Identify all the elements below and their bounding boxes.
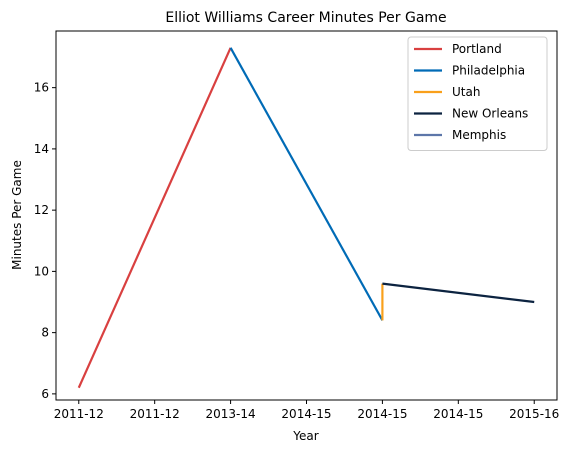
legend-label-utah: Utah [452,85,480,99]
x-tick-label: 2014-15 [357,407,407,421]
y-tick-label: 6 [41,387,49,401]
plot-frame [55,30,558,401]
series-line-portland [77,47,232,389]
y-axis-label: Minutes Per Game [10,160,24,270]
y-tick-label: 12 [34,203,49,217]
y-tick-label: 10 [34,264,49,278]
series-line-new-orleans [382,282,535,304]
x-tick-label: 2015-16 [509,407,559,421]
legend-label-portland: Portland [452,42,502,56]
legend-box [407,36,548,151]
legend-label-philadelphia: Philadelphia [452,64,525,78]
x-tick-label: 2011-12 [54,407,104,421]
x-tick-label: 2014-15 [433,407,483,421]
y-tick-label: 14 [34,142,49,156]
legend-label-memphis: Memphis [452,128,506,142]
axes: 2011-12 2011-12 2013-14 2014-15 2014-15 2014-… [34,81,560,421]
legend: Portland Philadelphia Utah New Orleans Memph… [407,36,548,151]
chart-title: Elliot Williams Career Minutes Per Game [165,10,446,26]
series-line-philadelphia [229,47,384,321]
x-tick-label: 2013-14 [206,407,256,421]
x-tick-label: 2014-15 [281,407,331,421]
y-tick-label: 8 [41,326,49,340]
x-axis-label: Year [292,429,318,443]
x-tick-label: 2011-12 [130,407,180,421]
y-tick-label: 16 [34,81,49,95]
series-lines [77,47,535,389]
legend-label-new-orleans: New Orleans [452,107,528,121]
